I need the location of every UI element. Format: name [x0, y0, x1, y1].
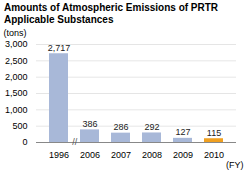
svg-text:2,717: 2,717	[48, 43, 71, 53]
svg-text:1,000: 1,000	[5, 105, 28, 115]
svg-text:1996: 1996	[49, 150, 69, 160]
svg-text:286: 286	[113, 122, 128, 132]
svg-text://: //	[72, 137, 78, 147]
svg-text:2008: 2008	[142, 150, 162, 160]
svg-text:(tons): (tons)	[4, 28, 27, 38]
svg-text:2007: 2007	[111, 150, 131, 160]
svg-text:2010: 2010	[204, 150, 224, 160]
svg-text:0: 0	[22, 137, 27, 147]
svg-text:(FY): (FY)	[226, 160, 244, 170]
svg-text:115: 115	[207, 128, 221, 138]
svg-text:127: 127	[175, 127, 190, 137]
svg-text:2,000: 2,000	[5, 72, 28, 82]
svg-text:3,000: 3,000	[5, 39, 28, 49]
svg-text:2006: 2006	[80, 150, 100, 160]
svg-text:1,500: 1,500	[5, 88, 28, 98]
svg-text:500: 500	[12, 121, 27, 131]
svg-text:2,500: 2,500	[5, 56, 28, 66]
svg-text:386: 386	[82, 119, 97, 129]
svg-text:2009: 2009	[173, 150, 193, 160]
html-text:Amounts of Atmospheric Emissio: Amounts of Atmospheric Emissions of PRTR…	[4, 2, 219, 25]
svg-text:292: 292	[144, 122, 159, 132]
